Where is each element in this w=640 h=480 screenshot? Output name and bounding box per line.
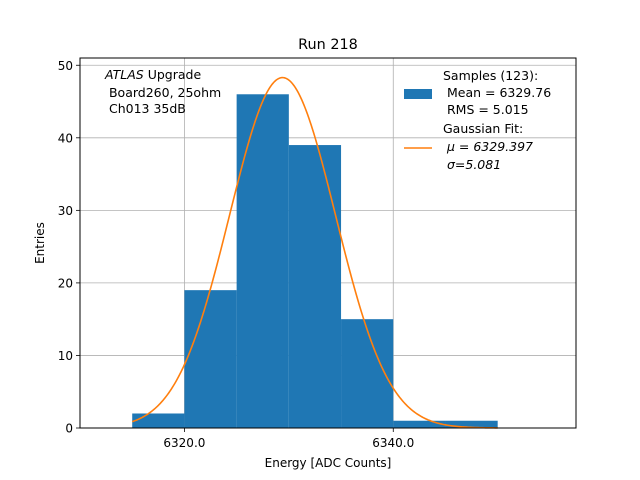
y-tick-label-1: 10 (58, 349, 73, 363)
svg-text:ATLAS Upgrade: ATLAS Upgrade (104, 67, 201, 82)
y-tick-label-0: 0 (65, 422, 73, 436)
legend-samples-line3: RMS = 5.015 (443, 102, 529, 117)
legend-fit-line1: Gaussian Fit: (443, 121, 523, 136)
y-tick-label-5: 50 (58, 59, 73, 73)
histogram-bar-6 (445, 420, 498, 428)
annotation-channel: Ch013 35dB (105, 101, 186, 116)
annotation-upgrade: Upgrade (144, 67, 202, 82)
y-tick-label-4: 40 (58, 131, 73, 145)
atlas-label: ATLAS (104, 67, 144, 82)
legend-fit-line2: μ = 6329.397 (443, 139, 533, 154)
chart-title: Run 218 (298, 37, 358, 53)
x-tick-label-0: 6320.0 (163, 436, 205, 450)
histogram-bar-0 (132, 413, 185, 428)
histogram-bars (132, 94, 498, 429)
legend-samples-line2: Mean = 6329.76 (443, 85, 551, 100)
legend: Samples (123): Mean = 6329.76 RMS = 5.01… (404, 68, 551, 172)
y-tick-label-3: 30 (58, 204, 73, 218)
legend-fit-line3: σ=5.081 (443, 157, 501, 172)
histogram-bar-5 (393, 420, 446, 428)
histogram-bar-1 (184, 290, 237, 428)
plot-frame (79, 57, 577, 429)
gaussian-fit-curve (131, 76, 498, 429)
x-tick-label-1: 6340.0 (372, 436, 414, 450)
legend-samples-swatch (404, 89, 432, 99)
x-axis-label: Energy [ADC Counts] (265, 456, 392, 470)
legend-samples-line1: Samples (123): (443, 68, 538, 83)
histogram-bar-3 (288, 145, 342, 428)
atlas-annotation: ATLAS Upgrade Board260, 25ohm Ch013 35dB (104, 67, 221, 116)
histogram-bar-2 (236, 94, 289, 429)
y-axis-ticks: 0 10 20 30 40 50 (58, 59, 80, 436)
fit-layer (131, 76, 498, 429)
annotation-board: Board260, 25ohm (105, 85, 221, 100)
x-axis-ticks: 6320.0 6340.0 (163, 428, 414, 450)
y-axis-label: Entries (33, 222, 47, 264)
y-tick-label-2: 20 (58, 276, 73, 290)
